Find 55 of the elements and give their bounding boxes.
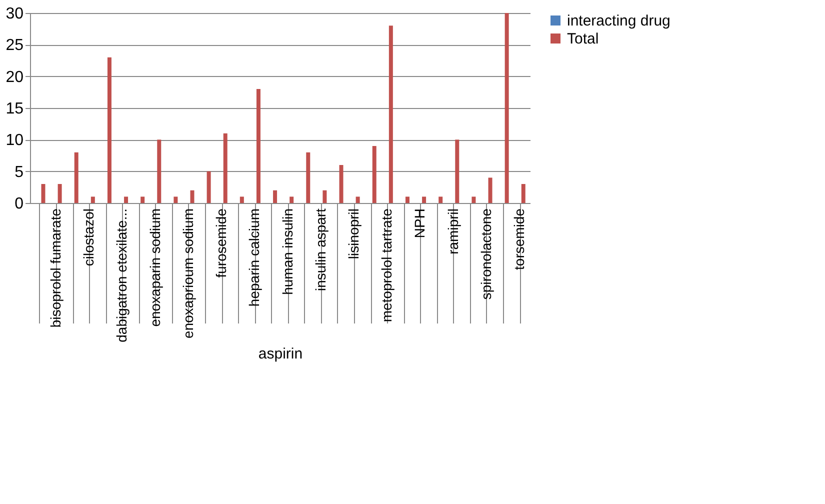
bar	[322, 190, 327, 203]
bar	[140, 196, 145, 203]
bar	[240, 196, 244, 203]
x-tick-label: insulin aspart	[312, 208, 328, 291]
y-tick-label: 0	[14, 196, 24, 212]
bar	[124, 196, 128, 203]
y-tick-label: 20	[6, 68, 24, 86]
legend-label: Total	[567, 30, 599, 48]
x-tick-label: spironolactone	[478, 208, 494, 300]
x-tick-label: NPH	[412, 208, 428, 238]
bar	[521, 184, 526, 203]
x-tick-label: bisoprolol fumarate	[47, 208, 64, 328]
bar	[306, 152, 310, 203]
x-tick-label: torsemide	[511, 208, 528, 270]
bar	[488, 178, 492, 203]
x-tick-label: dabigatron etexilate...	[114, 208, 130, 342]
x-tick-label: metoprolol tartrate	[378, 208, 395, 322]
y-tick-label: 10	[6, 132, 24, 150]
x-tick-label: enoxaprioum sodium	[180, 208, 196, 338]
x-axis-title: aspirin	[258, 345, 303, 362]
bar	[290, 196, 294, 203]
bar	[455, 140, 460, 203]
bar	[256, 89, 260, 203]
x-tick-label: ramipril	[444, 208, 461, 254]
bar	[339, 165, 344, 203]
y-tick-label: 15	[6, 100, 24, 118]
bar	[74, 152, 78, 203]
x-tick-label: heparin calcium	[246, 208, 262, 307]
bar	[90, 196, 95, 203]
bar	[438, 196, 443, 203]
x-tick-label: lisinopril	[346, 208, 362, 260]
legend-label: interacting drug	[567, 12, 670, 30]
bar	[41, 184, 46, 203]
bar	[206, 171, 211, 203]
bar	[107, 57, 112, 203]
bar	[372, 146, 376, 203]
x-tick-label: cilostazol	[80, 208, 97, 266]
bar	[422, 196, 426, 203]
bar	[223, 133, 228, 203]
bar	[405, 196, 410, 203]
bar	[356, 196, 360, 203]
bar	[504, 13, 509, 203]
bar	[273, 190, 278, 203]
y-tick-label: 5	[14, 164, 24, 181]
bar	[174, 196, 178, 203]
bar	[388, 26, 393, 203]
x-tick-label: enoxaparin sodium	[146, 208, 163, 327]
bar	[190, 190, 194, 203]
y-tick-label: 25	[6, 37, 24, 54]
bar	[58, 184, 62, 203]
bar	[157, 140, 162, 203]
bar	[472, 196, 476, 203]
y-tick-label: 30	[6, 6, 24, 22]
x-tick-label: human insulin	[279, 208, 296, 295]
x-tick-label: furosemide	[213, 208, 230, 278]
